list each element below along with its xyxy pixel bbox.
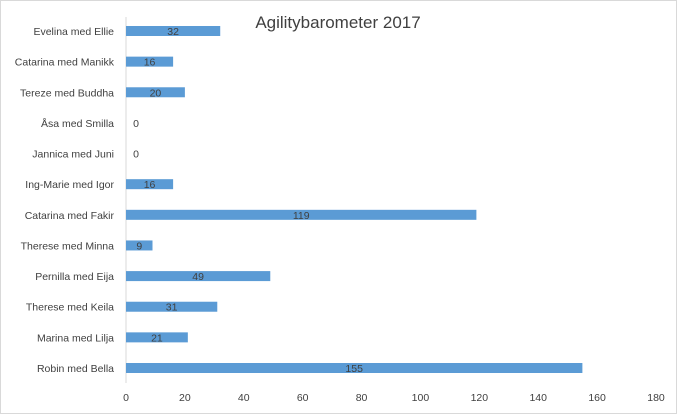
bar bbox=[126, 301, 218, 312]
data-label: 9 bbox=[136, 240, 142, 252]
category-label: Marina med Lilja bbox=[37, 332, 114, 344]
category-label: Jannica med Juni bbox=[32, 149, 114, 161]
x-tick-label: 120 bbox=[471, 392, 489, 404]
data-label: 20 bbox=[150, 87, 162, 99]
bar bbox=[126, 87, 185, 98]
data-label: 31 bbox=[166, 302, 178, 314]
category-label: Robin med Bella bbox=[37, 363, 114, 375]
bar bbox=[126, 240, 153, 251]
data-label: 0 bbox=[133, 118, 139, 130]
data-label: 0 bbox=[133, 149, 139, 161]
x-tick-label: 20 bbox=[179, 392, 191, 404]
x-tick-label: 0 bbox=[123, 392, 129, 404]
data-label: 49 bbox=[192, 271, 204, 283]
x-tick-label: 60 bbox=[297, 392, 309, 404]
category-label: Catarina med Fakir bbox=[25, 210, 115, 222]
x-tick-label: 80 bbox=[356, 392, 368, 404]
bar bbox=[126, 56, 174, 67]
data-label: 155 bbox=[345, 363, 363, 375]
x-tick-label: 40 bbox=[238, 392, 250, 404]
category-label: Catarina med Manikk bbox=[15, 57, 115, 69]
category-label: Pernilla med Eija bbox=[35, 271, 114, 283]
data-label: 119 bbox=[293, 210, 310, 222]
bar bbox=[126, 363, 583, 373]
bar bbox=[126, 179, 174, 190]
category-label: Evelina med Ellie bbox=[33, 26, 114, 38]
x-tick-label: 180 bbox=[647, 392, 665, 404]
data-label: 16 bbox=[144, 179, 156, 191]
category-label: Ing-Marie med Igor bbox=[25, 179, 114, 191]
data-label: 21 bbox=[151, 332, 163, 344]
category-label: Therese med Minna bbox=[21, 240, 115, 252]
chart-title: Agilitybarometer 2017 bbox=[255, 13, 420, 32]
x-tick-label: 140 bbox=[529, 392, 547, 404]
bar bbox=[126, 332, 188, 343]
bar bbox=[126, 26, 221, 36]
x-tick-label: 100 bbox=[412, 392, 430, 404]
category-label: Åsa med Smilla bbox=[41, 117, 114, 130]
category-label: Therese med Keila bbox=[26, 302, 114, 314]
data-label: 16 bbox=[144, 57, 156, 69]
plot-area: Evelina med Ellie 32 Catarina med Manikk 16… bbox=[15, 17, 665, 404]
category-label: Tereze med Buddha bbox=[20, 87, 114, 99]
bar bbox=[126, 209, 477, 220]
bar bbox=[126, 271, 271, 282]
data-label: 32 bbox=[167, 26, 179, 38]
x-tick-label: 160 bbox=[588, 392, 606, 404]
